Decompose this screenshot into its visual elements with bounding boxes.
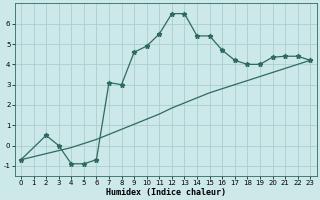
- X-axis label: Humidex (Indice chaleur): Humidex (Indice chaleur): [106, 188, 226, 197]
